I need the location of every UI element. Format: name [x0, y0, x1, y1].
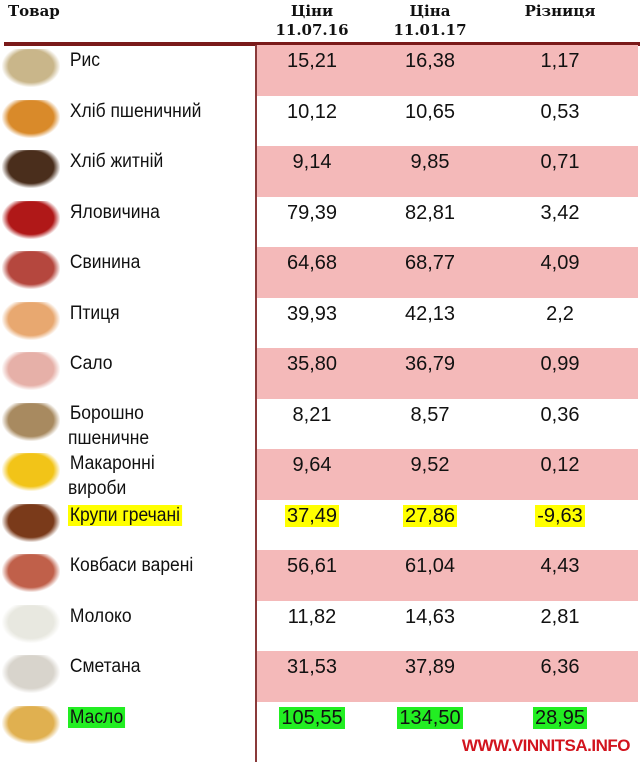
price-old: 39,93	[286, 302, 338, 325]
table-row: Сметана 31,53 37,89 6,36	[0, 651, 640, 702]
price-old: 15,21	[286, 50, 338, 72]
row-stripe	[257, 651, 638, 702]
price-diff: 3,42	[540, 201, 580, 224]
row-stripe	[257, 247, 638, 298]
column-divider	[255, 45, 257, 762]
price-diff: 4,09	[540, 252, 580, 274]
pasta-icon	[2, 453, 60, 491]
table-row: Птиця 39,93 42,13 2,2	[0, 298, 640, 349]
price-old: 37,49	[284, 504, 340, 527]
lard-icon	[2, 352, 60, 390]
sausage-icon	[2, 554, 60, 592]
price-new: 82,81	[404, 201, 456, 224]
price-old: 31,53	[286, 656, 338, 678]
row-stripe	[257, 550, 638, 601]
milk-bottle-icon	[2, 604, 60, 643]
price-diff: 1,17	[540, 50, 580, 72]
sour-cream-icon	[2, 655, 60, 693]
price-new: 37,89	[404, 656, 456, 678]
price-new: 36,79	[404, 353, 456, 375]
row-stripe	[257, 348, 638, 399]
table-header: Товар Ціни 11.07.16 Ціна 11.01.17 Різниця	[0, 0, 640, 45]
price-old: 56,61	[286, 555, 338, 577]
table-row: Масло 105,55 134,50 28,95	[0, 702, 640, 753]
price-new: 9,85	[410, 151, 450, 173]
price-new: 16,38	[404, 50, 456, 72]
price-new: 68,77	[404, 252, 456, 274]
table-row: Рис 15,21 16,38 1,17	[0, 45, 640, 96]
price-old: 8,21	[292, 403, 332, 426]
table-row: Крупи гречані 37,49 27,86 -9,63	[0, 500, 640, 551]
price-diff: -9,63	[535, 504, 585, 527]
product-name: Хліб пшеничний	[69, 100, 202, 122]
product-name: Сало	[69, 353, 113, 374]
product-name: Рис	[69, 50, 101, 71]
table-row: Хліб житній 9,14 9,85 0,71	[0, 146, 640, 197]
poultry-icon	[2, 301, 60, 340]
price-old: 79,39	[286, 201, 338, 224]
price-new: 8,57	[410, 403, 450, 426]
rice-bowl-icon	[2, 49, 60, 87]
price-old: 9,64	[292, 454, 332, 476]
rye-bread-icon	[2, 150, 60, 188]
price-new: 9,52	[410, 454, 450, 476]
price-diff: 6,36	[540, 656, 580, 678]
header-rule	[4, 42, 640, 46]
wheat-bread-icon	[2, 99, 60, 138]
header-price2: Ціна 11.01.17	[393, 2, 467, 39]
price-new: 27,86	[402, 504, 458, 527]
price-old: 9,14	[292, 151, 332, 173]
table-row: Ковбаси варені 56,61 61,04 4,43	[0, 550, 640, 601]
product-name: Птиця	[69, 302, 120, 324]
price-old: 11,82	[287, 605, 337, 628]
price-diff: 0,36	[540, 403, 580, 426]
price-diff: 28,95	[532, 706, 588, 729]
price-old: 64,68	[286, 252, 338, 274]
product-name: Ковбаси варені	[69, 555, 194, 576]
watermark: WWW.VINNITSA.INFO	[461, 736, 631, 755]
table-row: Яловичина 79,39 82,81 3,42	[0, 197, 640, 248]
row-stripe	[257, 45, 638, 96]
product-name: Яловичина	[69, 201, 160, 223]
price-old: 105,55	[279, 706, 345, 729]
pork-icon	[2, 251, 60, 289]
product-name: Масло	[68, 706, 126, 728]
price-new: 14,63	[404, 605, 456, 628]
row-stripe	[257, 146, 638, 197]
header-product: Товар	[8, 2, 60, 20]
product-name: Сметана	[69, 656, 141, 677]
price-diff: 4,43	[540, 555, 580, 577]
price-diff: 2,81	[540, 605, 580, 628]
price-new: 134,50	[397, 706, 463, 729]
buckwheat-icon	[2, 503, 60, 542]
product-name: Молоко	[69, 605, 132, 627]
table-row: Хліб пшеничний 10,12 10,65 0,53	[0, 96, 640, 147]
price-diff: 0,12	[540, 454, 580, 476]
product-name: Хліб житній	[69, 151, 164, 172]
table-row: Макаронні вироби 9,64 9,52 0,12	[0, 449, 640, 500]
header-diff: Різниця	[524, 2, 596, 20]
flour-icon	[2, 402, 60, 441]
price-old: 10,12	[286, 100, 338, 123]
product-name: Крупи гречані	[68, 504, 182, 526]
price-diff: 0,71	[540, 151, 580, 173]
product-name: Свинина	[69, 252, 141, 273]
price-new: 61,04	[404, 555, 456, 577]
table-row: Борошно пшеничне 8,21 8,57 0,36	[0, 399, 640, 450]
table-row: Сало 35,80 36,79 0,99	[0, 348, 640, 399]
product-name: Борошно пшеничне	[68, 402, 150, 449]
beef-icon	[2, 200, 60, 239]
butter-icon	[2, 705, 60, 744]
price-new: 10,65	[404, 100, 456, 123]
price-diff: 2,2	[546, 302, 574, 325]
product-name: Макаронні вироби	[68, 453, 155, 499]
price-new: 42,13	[404, 302, 456, 325]
price-diff: 0,99	[540, 353, 580, 375]
price-old: 35,80	[286, 353, 338, 375]
row-stripe	[257, 449, 638, 500]
table-row: Свинина 64,68 68,77 4,09	[0, 247, 640, 298]
header-price1: Ціни 11.07.16	[275, 2, 349, 39]
price-diff: 0,53	[540, 100, 580, 123]
table-row: Молоко 11,82 14,63 2,81	[0, 601, 640, 652]
